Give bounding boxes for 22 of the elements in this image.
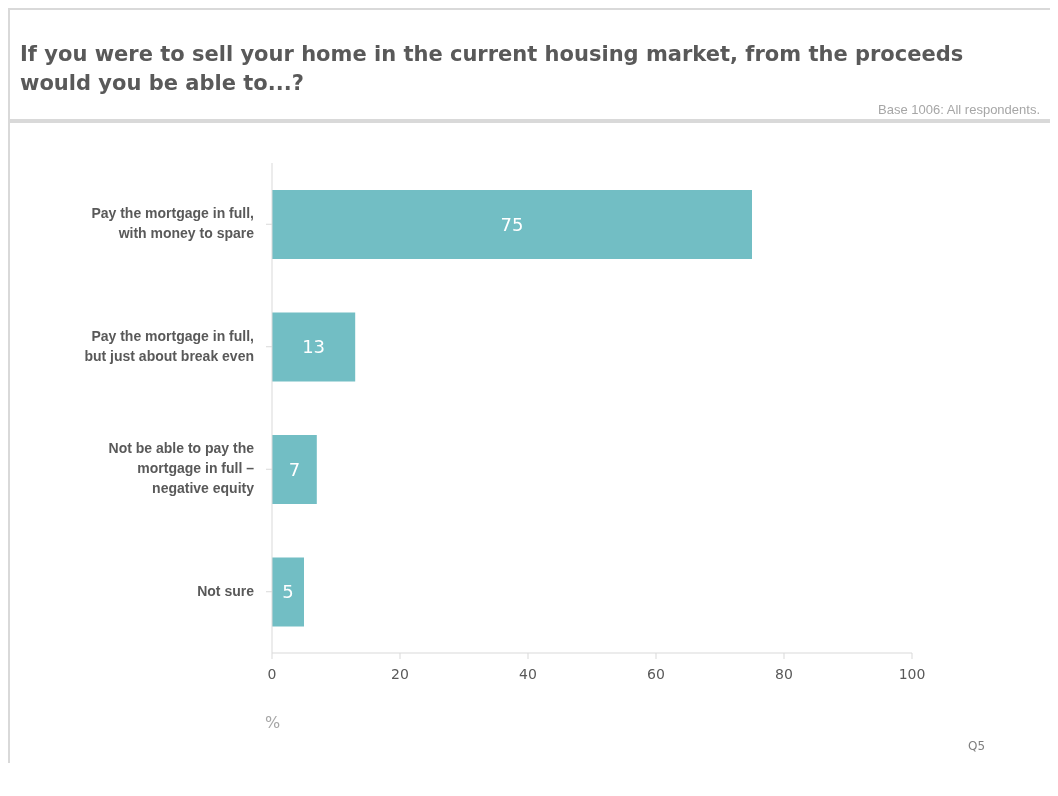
data-label: 13 [302,336,326,358]
bar [272,434,317,504]
data-label: 7 [288,458,301,480]
x-tick-label: 0 [267,665,277,682]
bar [272,557,304,627]
x-tick-label: 60 [647,665,665,682]
bar [272,189,752,259]
y-tick-label: Not sure [197,582,255,599]
text: Base 1006: All respondents. [877,102,1040,117]
x-tick-label: 20 [391,665,409,682]
chart-title: If you were to sell your home in the current housing market, from the proceeds would you be able to...? [20,41,965,97]
bar [272,312,356,382]
y-tick-label: Not be able to pay the mortgage in full – negative equity [108,439,255,496]
x-tick-label: 40 [519,665,537,682]
y-tick-label: Pay the mortgage in full, but just about break even [84,327,254,364]
data-label: 75 [500,213,524,235]
y-tick-label: Pay the mortgage in full, with money to spare [91,204,255,241]
x-axis-title: % [265,713,281,732]
x-tick-label: 80 [775,665,793,682]
data-label: 5 [282,581,294,603]
x-tick-label: 100 [898,665,926,682]
text: Q5 [968,739,986,753]
